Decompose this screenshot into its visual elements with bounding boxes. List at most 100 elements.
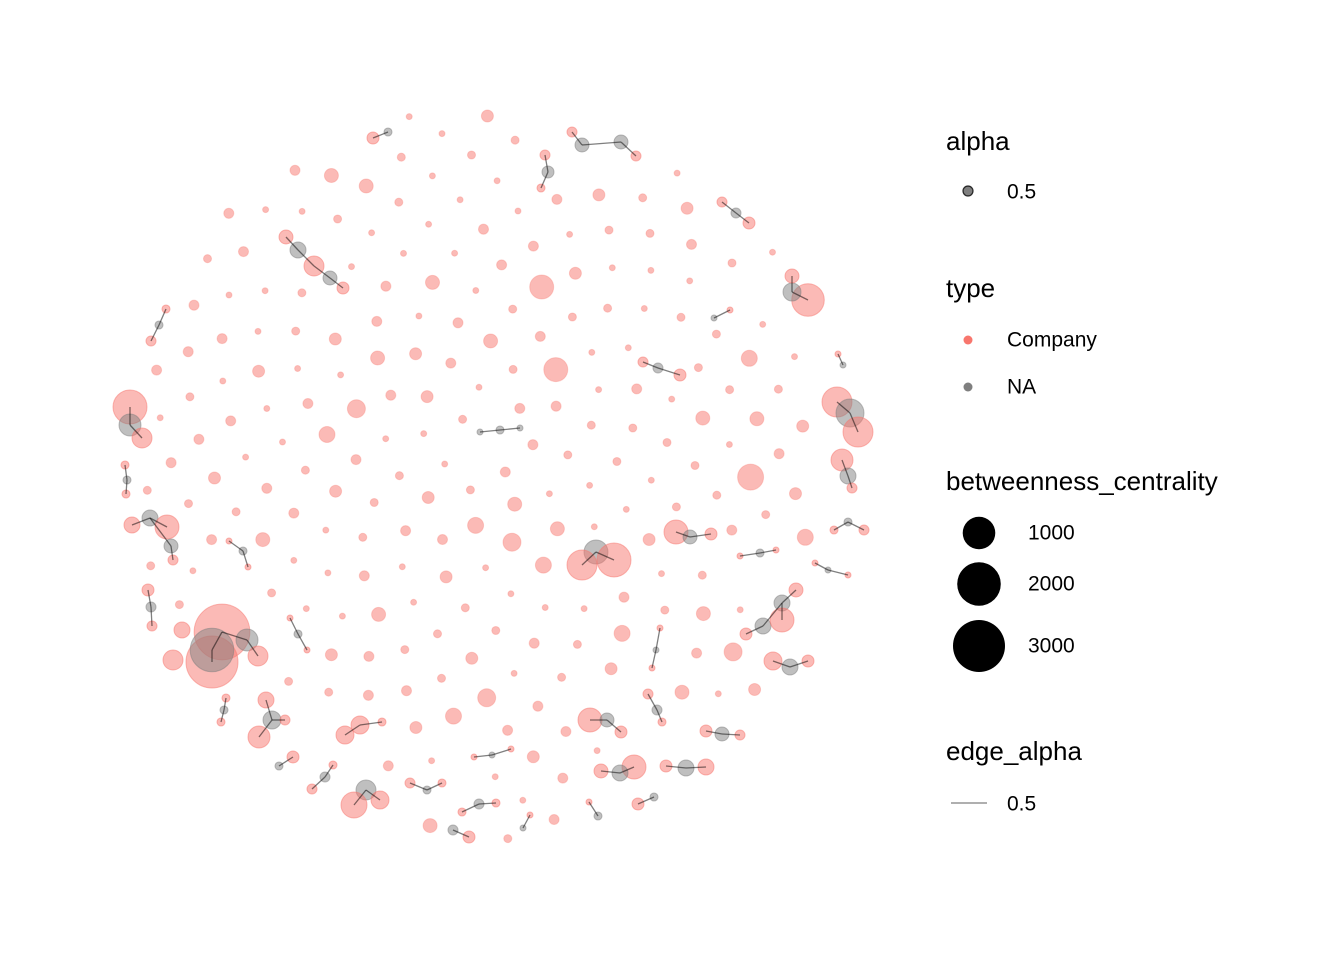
edge <box>311 776 326 790</box>
edge <box>827 569 849 576</box>
node <box>640 305 648 312</box>
node <box>608 264 616 272</box>
node <box>358 178 374 194</box>
legend-size-key <box>952 619 1006 673</box>
edge <box>833 521 849 531</box>
edge <box>814 562 829 571</box>
node <box>208 471 221 485</box>
node <box>671 502 681 512</box>
node <box>595 386 603 394</box>
node <box>425 220 433 228</box>
node <box>550 400 562 412</box>
node <box>593 747 601 755</box>
node <box>289 164 301 176</box>
node <box>796 528 814 546</box>
node <box>165 457 177 469</box>
edge <box>595 551 615 561</box>
edge <box>150 606 153 627</box>
node <box>297 288 307 298</box>
node <box>588 348 596 356</box>
edge <box>353 789 367 806</box>
node <box>711 329 721 339</box>
edge <box>365 789 381 801</box>
node <box>467 516 485 534</box>
node <box>592 188 606 202</box>
node <box>557 772 569 784</box>
node <box>737 463 765 491</box>
edge <box>278 756 294 767</box>
node <box>475 383 483 391</box>
node <box>174 600 184 610</box>
node <box>380 280 392 292</box>
edge <box>721 733 741 736</box>
node <box>580 605 588 613</box>
node <box>496 259 508 271</box>
node <box>202 254 213 264</box>
edge <box>220 709 225 723</box>
node <box>604 662 618 676</box>
edge <box>329 277 344 289</box>
node <box>458 414 468 424</box>
node <box>514 402 526 414</box>
node <box>400 685 413 697</box>
node <box>499 466 511 478</box>
node <box>545 490 553 498</box>
edge <box>581 551 597 566</box>
edge <box>647 693 658 711</box>
node <box>740 349 758 367</box>
edge <box>211 631 223 651</box>
node <box>371 315 383 327</box>
edge <box>473 754 493 758</box>
node <box>618 591 630 603</box>
legend-title: edge_alpha <box>946 736 1082 766</box>
node <box>491 625 501 636</box>
node <box>225 415 237 427</box>
node <box>322 526 330 534</box>
node <box>726 524 738 536</box>
legend-title: betweenness_centrality <box>946 466 1218 496</box>
edge <box>656 709 663 723</box>
node <box>503 834 513 844</box>
node <box>727 258 737 268</box>
edge <box>581 141 622 146</box>
node <box>231 507 241 517</box>
edge <box>735 212 750 224</box>
node <box>560 725 572 738</box>
node <box>189 567 197 575</box>
node <box>465 485 475 495</box>
edge <box>705 730 723 735</box>
node <box>400 249 407 257</box>
node <box>660 605 670 615</box>
node <box>482 564 490 572</box>
legend-key <box>963 335 973 345</box>
node <box>338 612 346 620</box>
edge <box>665 765 687 769</box>
edge <box>158 308 167 326</box>
node <box>697 570 707 580</box>
node <box>477 223 490 235</box>
edge <box>297 249 315 267</box>
node <box>789 487 802 501</box>
node <box>350 454 362 466</box>
node <box>695 410 711 426</box>
node <box>362 689 374 701</box>
node <box>300 465 310 475</box>
node <box>436 673 447 683</box>
node <box>206 534 218 546</box>
edge <box>588 801 599 817</box>
node <box>510 135 520 145</box>
node <box>415 312 423 320</box>
node <box>421 491 435 504</box>
edge <box>713 309 731 319</box>
edge <box>721 201 737 214</box>
node <box>769 248 776 256</box>
node <box>284 676 294 686</box>
node <box>216 333 228 345</box>
node <box>394 197 404 207</box>
node <box>368 229 376 237</box>
node <box>483 333 499 349</box>
edge <box>642 361 659 369</box>
node <box>328 332 342 346</box>
node <box>382 435 390 443</box>
node <box>398 563 406 571</box>
